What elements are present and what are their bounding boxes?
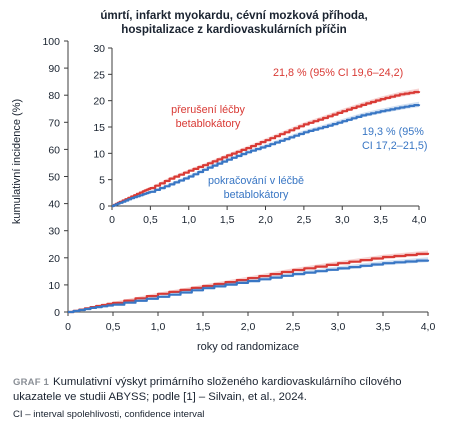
annotation-blue-value-line-2: CI 17,2–21,5) [362,140,427,152]
caption-text: Kumulativní výskyt primárního složeného … [13,376,402,403]
annotation-blue-label-line-1: pokračování v léčbě [208,175,304,187]
x-tick-label: 3,5 [376,321,391,333]
inset-panel [90,42,427,228]
x-tick-label: 1,5 [196,321,211,333]
main-series-continued-line [68,259,430,314]
annotation-red-label-line-1: přerušení léčby [171,104,245,116]
annotation-blue-value-line-1: 19,3 % (95% [362,126,424,138]
x-tick-label: 3,0 [331,321,346,333]
x-tick-label: 1,0 [151,321,166,333]
inset-y-tick-label: 20 [93,96,105,108]
y-tick-label: 50 [48,172,60,184]
y-tick-label: 80 [48,90,60,102]
annotation-blue-label-line-2: betablokátory [224,189,289,201]
chart-title-line-2: hospitalizace z kardiovaskulárních příči… [121,23,347,36]
annotation-red-value-line-1: 21,8 % (95% CI 19,6–24,2) [273,67,403,79]
inset-y-tick-label: 10 [93,148,105,160]
y-tick-label: 0 [54,307,60,319]
chart: úmrtí, infarkt myokardu, cévní mozková p… [11,9,436,353]
x-tick-label: 0 [65,321,71,333]
inset-x-tick-label: 3,5 [373,214,388,226]
y-tick-label: 100 [42,36,60,48]
inset-y-tick-label: 0 [99,201,105,213]
inset-x-tick-label: 0,5 [143,214,158,226]
inset-x-tick-label: 2,0 [258,214,273,226]
x-tick-label: 2,0 [241,321,256,333]
inset-y-tick-label: 30 [93,43,105,55]
caption-label: GRAF 1 [13,377,50,388]
x-tick-label: 2,5 [286,321,301,333]
y-tick-label: 10 [48,280,60,292]
y-tick-label: 70 [48,117,60,129]
y-tick-label: 60 [48,144,60,156]
x-tick-label: 4,0 [421,321,436,333]
inset-y-tick-label: 15 [93,122,105,134]
annotation-red-label-line-2: betablokátory [176,118,241,130]
y-tick-label: 30 [48,226,60,238]
inset-series-discontinued-line [112,90,421,208]
inset-x-tick-label: 4,0 [412,214,427,226]
y-axis-label: kumulativní incidence (%) [11,99,23,224]
inset-x-tick-label: 2,5 [297,214,312,226]
inset-x-tick-label: 1,5 [220,214,235,226]
inset-x-tick-label: 1,0 [181,214,196,226]
y-tick-label: 20 [48,253,60,265]
inset-x-tick-label: 3,0 [335,214,350,226]
inset-series-continued-line [112,104,421,208]
chart-title-line-1: úmrtí, infarkt myokardu, cévní mozková p… [100,9,367,22]
inset-y-tick-label: 25 [93,69,105,81]
main-series-discontinued-line [68,252,430,314]
figure-caption: GRAF 1 Kumulativní výskyt primárního slož… [13,375,438,405]
inset-x-tick-label: 0 [109,214,115,226]
inset-y-tick-label: 5 [99,175,105,187]
x-tick-label: 0,5 [106,321,121,333]
x-axis-label: roky od randomizace [197,341,299,353]
y-tick-label: 40 [48,199,60,211]
y-tick-label: 90 [48,63,60,75]
caption-note: CI – interval spolehlivosti, confidence … [13,409,205,420]
